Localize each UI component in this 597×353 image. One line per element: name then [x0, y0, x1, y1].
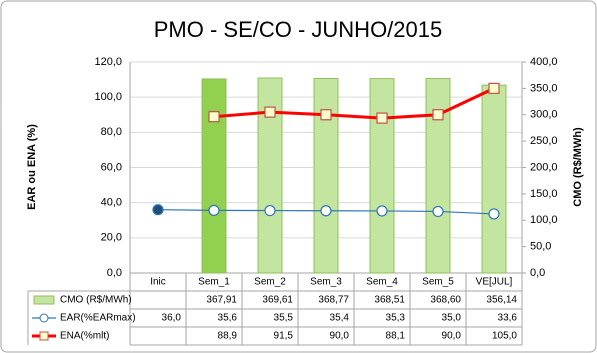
table-value: 35,6: [218, 313, 238, 324]
legend-label: CMO (R$/MWh): [60, 295, 132, 306]
bar: [481, 84, 507, 274]
y2-tick-label: 0,0: [530, 267, 545, 279]
bar: [313, 77, 339, 274]
y-tick-label: 100,0: [94, 91, 122, 103]
marker: [320, 109, 332, 121]
x-tick-label: VE[JUL]: [476, 277, 513, 288]
x-tick-label: Sem_5: [422, 277, 454, 288]
y-tick-label: 20,0: [101, 232, 122, 244]
y2-tick-label: 300,0: [530, 109, 558, 121]
x-tick-label: Sem_4: [366, 277, 398, 288]
table-value: 105,0: [492, 331, 517, 342]
legend-label: EAR(%EARmax): [60, 313, 136, 324]
table-value: 36,0: [162, 313, 182, 324]
legend-marker: [39, 313, 49, 323]
marker: [432, 109, 444, 121]
table-value: 368,51: [374, 295, 405, 306]
table-value: 356,14: [486, 295, 517, 306]
table-value: 91,5: [274, 331, 294, 342]
legend-swatch: [33, 295, 55, 305]
bar: [369, 78, 395, 274]
table-value: 88,1: [386, 331, 406, 342]
table-value: 35,3: [386, 313, 406, 324]
bar: [425, 78, 451, 274]
y2-tick-label: 400,0: [530, 56, 558, 68]
table-value: 35,0: [442, 313, 462, 324]
y2-tick-label: 200,0: [530, 161, 558, 173]
y-tick-label: 120,0: [94, 56, 122, 68]
y-tick-label: 80,0: [101, 126, 122, 138]
y2-tick-label: 50,0: [530, 241, 551, 253]
y2-tick-label: 350,0: [530, 82, 558, 94]
table-value: 88,9: [218, 331, 238, 342]
y2-tick-label: 250,0: [530, 135, 558, 147]
y-tick-label: 0,0: [107, 267, 122, 279]
x-tick-label: Sem_2: [254, 277, 286, 288]
marker: [488, 82, 500, 94]
marker: [376, 112, 388, 124]
marker: [152, 204, 164, 216]
legend-label: ENA(%mlt): [60, 331, 109, 342]
table-value: 90,0: [330, 331, 350, 342]
x-tick-label: Sem_3: [310, 277, 342, 288]
table-value: 368,60: [430, 295, 461, 306]
table-value: 367,91: [206, 295, 237, 306]
marker: [432, 205, 444, 218]
table-value: 369,61: [262, 295, 293, 306]
chart-title: PMO - SE/CO - JUNHO/2015: [154, 17, 443, 42]
y-axis-title: EAR ou ENA (%): [26, 124, 38, 210]
y2-tick-label: 100,0: [530, 214, 558, 226]
table-value: 368,77: [318, 295, 349, 306]
x-tick-label: Sem_1: [198, 277, 230, 288]
legend-marker: [39, 331, 49, 341]
marker: [264, 106, 276, 118]
marker: [208, 204, 220, 217]
table-value: 35,4: [330, 313, 350, 324]
table-value: 90,0: [442, 331, 462, 342]
marker: [320, 205, 332, 217]
x-tick-label: Inic: [150, 277, 166, 288]
marker: [208, 111, 220, 123]
marker: [264, 204, 276, 217]
table-value: 35,5: [274, 313, 294, 324]
y-tick-label: 60,0: [101, 161, 122, 173]
y-tick-label: 40,0: [101, 197, 122, 209]
bar: [201, 78, 227, 274]
table-value: 33,6: [498, 313, 518, 324]
marker: [488, 208, 500, 220]
y2-tick-label: 150,0: [530, 188, 558, 200]
y2-axis-title: CMO (R$/MWh): [572, 127, 584, 207]
line: [213, 87, 495, 120]
marker: [376, 205, 388, 217]
